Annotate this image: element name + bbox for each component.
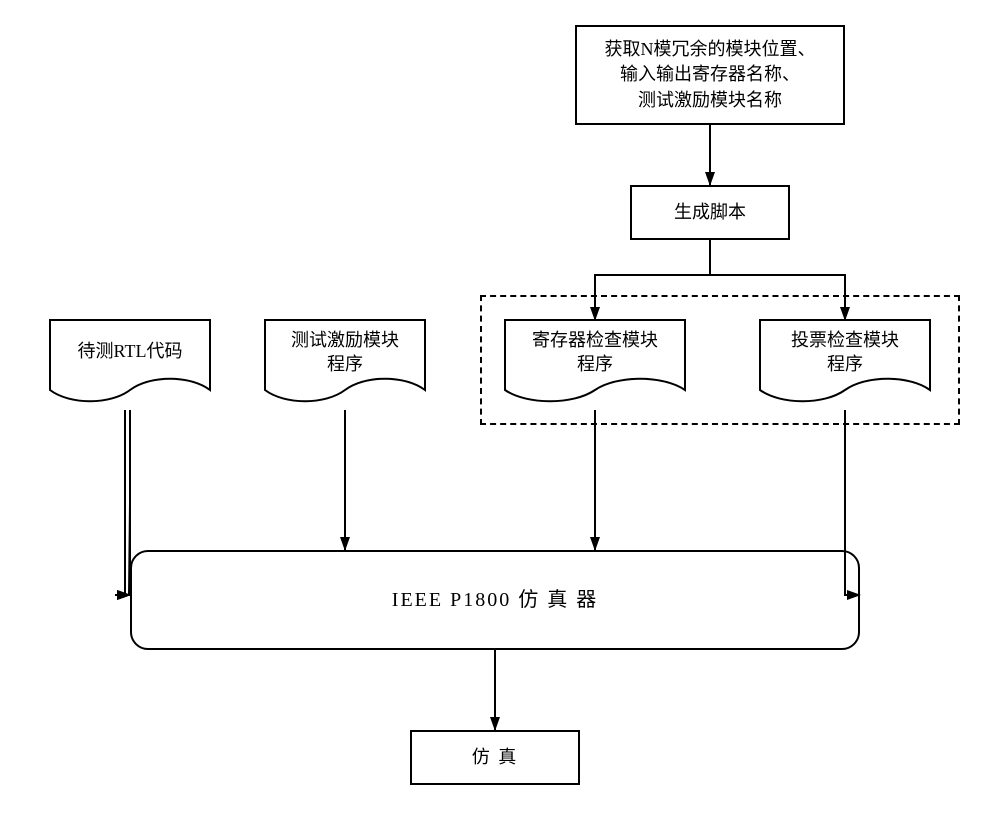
node-reg-checker-text: 寄存器检查模块 程序: [505, 322, 685, 382]
node-simulation-label: 仿 真: [472, 745, 519, 770]
node-simulator-label: IEEE P1800 仿 真 器: [392, 586, 598, 614]
node-simulator: IEEE P1800 仿 真 器: [130, 550, 860, 650]
node-simulation: 仿 真: [410, 730, 580, 785]
node-input-top: 获取N模冗余的模块位置、 输入输出寄存器名称、 测试激励模块名称: [575, 25, 845, 125]
node-vote-checker-text: 投票检查模块 程序: [760, 322, 930, 382]
node-gen-script: 生成脚本: [630, 185, 790, 240]
node-input-top-text: 获取N模冗余的模块位置、 输入输出寄存器名称、 测试激励模块名称: [605, 37, 816, 113]
diagram-canvas: 获取N模冗余的模块位置、 输入输出寄存器名称、 测试激励模块名称 生成脚本 待测…: [20, 20, 980, 796]
node-rtl-code-text: 待测RTL代码: [50, 320, 210, 380]
node-gen-script-label: 生成脚本: [674, 200, 746, 225]
node-test-driver-text: 测试激励模块 程序: [265, 322, 425, 382]
